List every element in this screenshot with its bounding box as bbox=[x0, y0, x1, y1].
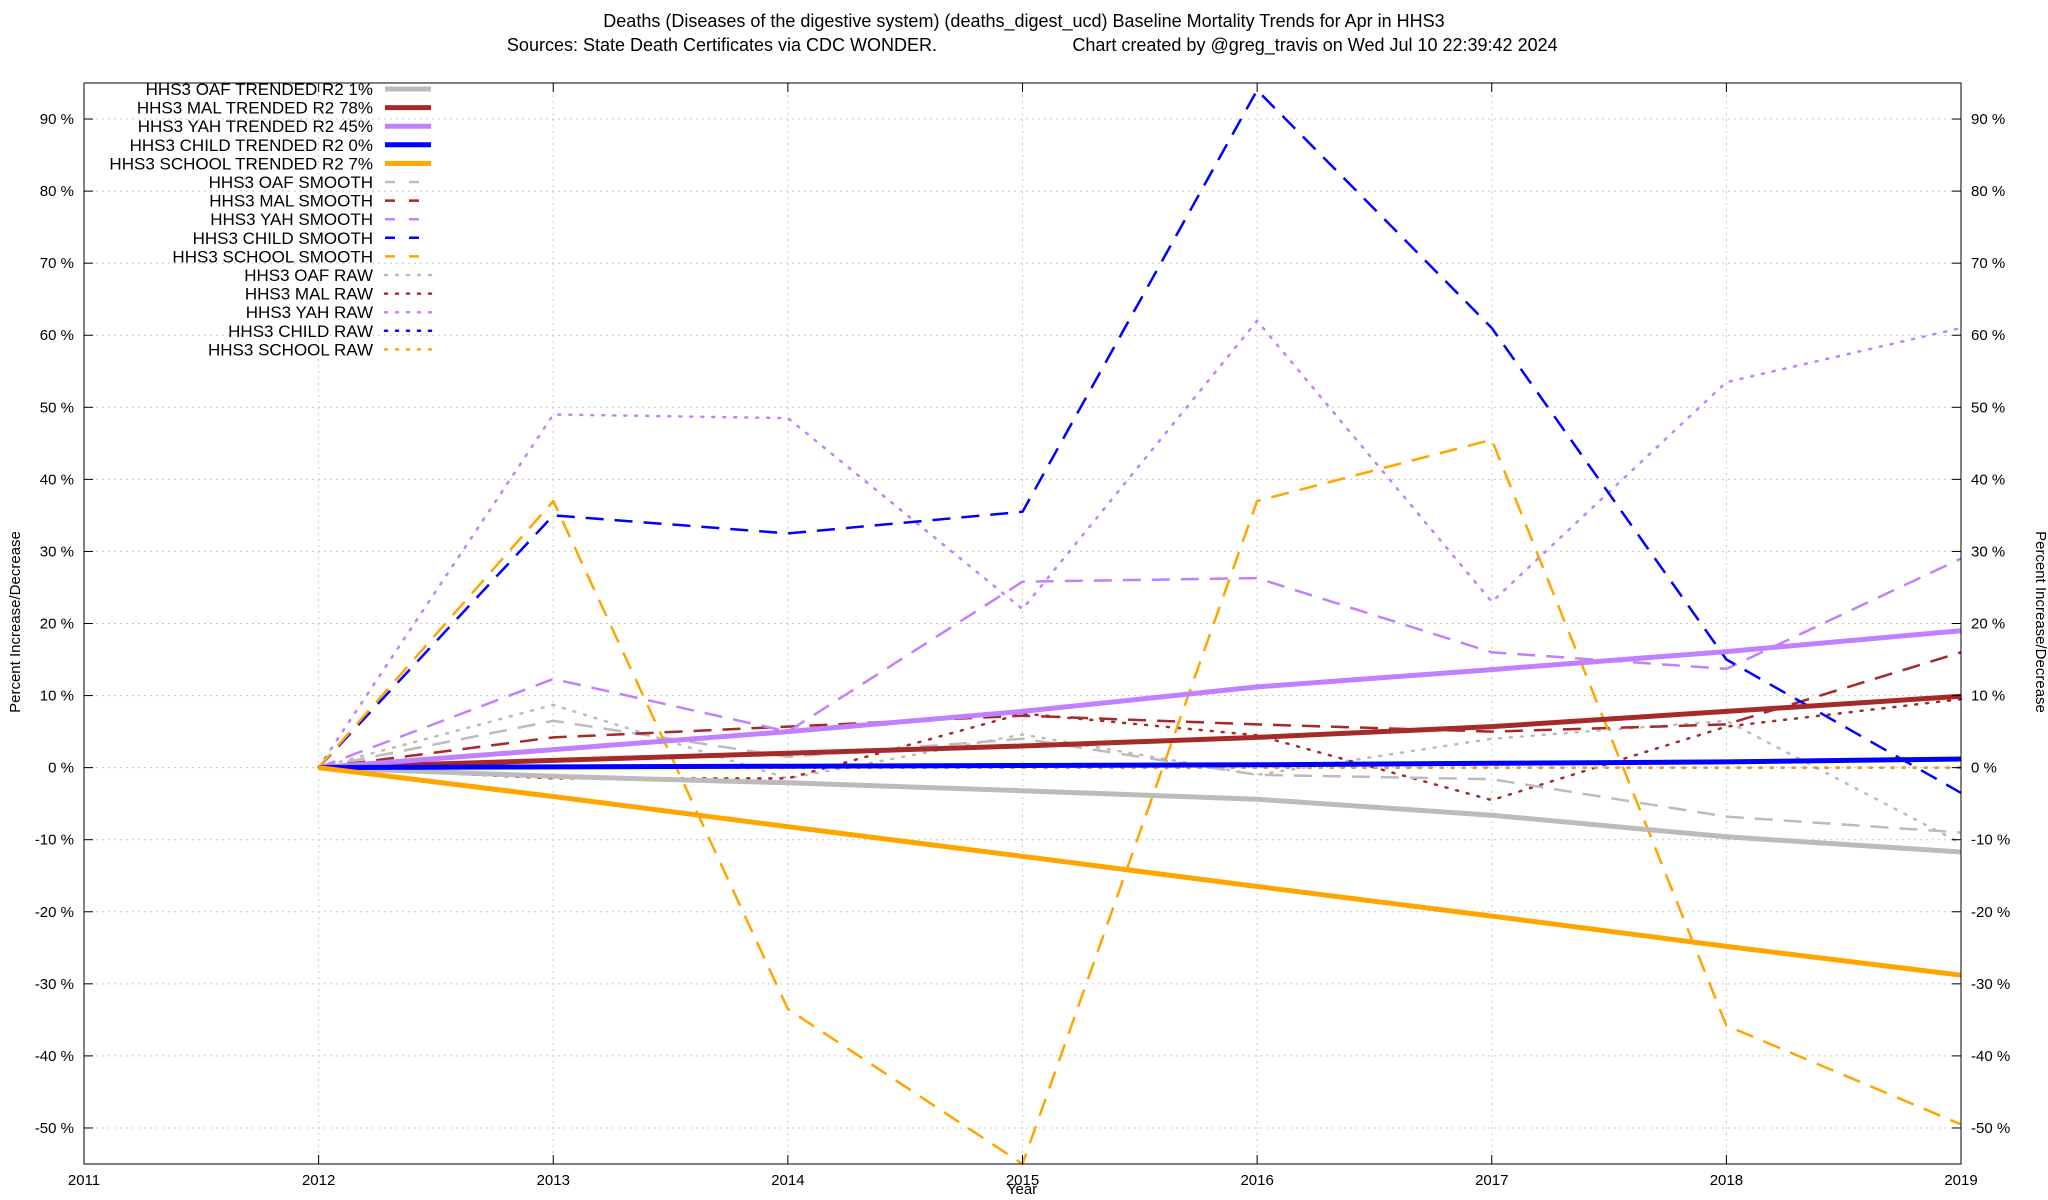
y-tick-label-right: 60 % bbox=[1971, 327, 2005, 344]
x-tick-label: 2013 bbox=[537, 1172, 570, 1189]
series-line-hhs3-oaf-trended-r2 bbox=[318, 765, 1962, 855]
y-tick-label-left: -10 % bbox=[35, 832, 74, 849]
y-tick-label-left: 80 % bbox=[40, 183, 74, 200]
chart-subtitle-sources: Sources: State Death Certificates via CD… bbox=[507, 35, 937, 55]
x-tick-label: 2017 bbox=[1475, 1172, 1508, 1189]
x-tick-label: 2019 bbox=[1944, 1172, 1977, 1189]
legend-label: HHS3 OAF RAW bbox=[244, 266, 373, 285]
x-tick-label: 2018 bbox=[1710, 1172, 1743, 1189]
y-tick-label-right: -50 % bbox=[1971, 1120, 2010, 1137]
y-tick-label-left: 60 % bbox=[40, 327, 74, 344]
y-tick-label-right: 30 % bbox=[1971, 543, 2005, 560]
x-axis-label: Year bbox=[1007, 1181, 1037, 1198]
series-line-hhs3-mal-trended-r2 bbox=[318, 693, 1962, 771]
legend-label: HHS3 OAF TRENDED R2 1% bbox=[146, 80, 373, 99]
legend-label: HHS3 SCHOOL TRENDED R2 7% bbox=[109, 154, 373, 173]
legend-label: HHS3 SCHOOL SMOOTH bbox=[172, 247, 373, 266]
y-tick-label-left: 40 % bbox=[40, 471, 74, 488]
x-tick-label: 2015 bbox=[1006, 1172, 1039, 1189]
y-tick-label-left: -20 % bbox=[35, 904, 74, 921]
series-lines bbox=[317, 88, 1963, 1166]
series-line-hhs3-mal-smooth bbox=[318, 651, 1962, 769]
y-tick-label-right: -40 % bbox=[1971, 1048, 2010, 1065]
y-tick-label-right: -20 % bbox=[1971, 904, 2010, 921]
series-line-hhs3-yah-trended-r2 bbox=[318, 628, 1962, 771]
y-tick-label-left: -30 % bbox=[35, 976, 74, 993]
y-tick-label-left: 90 % bbox=[40, 111, 74, 128]
y-tick-label-left: 50 % bbox=[40, 399, 74, 416]
y-tick-label-right: 80 % bbox=[1971, 183, 2005, 200]
chart-title: Deaths (Diseases of the digestive system… bbox=[603, 11, 1444, 32]
y-tick-label-left: -50 % bbox=[35, 1120, 74, 1137]
y-tick-label-left: -40 % bbox=[35, 1048, 74, 1065]
legend-label: HHS3 YAH TRENDED R2 45% bbox=[138, 117, 373, 136]
chart-subtitle-credit: Chart created by @greg_travis on Wed Jul… bbox=[1072, 35, 1557, 56]
y-tick-label-left: 30 % bbox=[40, 543, 74, 560]
y-tick-label-left: 20 % bbox=[40, 616, 74, 633]
series-line-hhs3-yah-raw bbox=[317, 319, 1963, 769]
series-line-hhs3-oaf-smooth bbox=[318, 719, 1962, 834]
y-tick-label-right: -30 % bbox=[1971, 976, 2010, 993]
y-tick-label-left: 0 % bbox=[48, 760, 74, 777]
y-tick-label-right: 10 % bbox=[1971, 688, 2005, 705]
y-tick-label-right: 50 % bbox=[1971, 399, 2005, 416]
series-line-hhs3-child-smooth bbox=[317, 88, 1962, 794]
y-tick-label-right: 40 % bbox=[1971, 471, 2005, 488]
legend-label: HHS3 MAL SMOOTH bbox=[209, 192, 373, 211]
y-axis-label-left: Percent Increase/Decrease bbox=[7, 531, 24, 713]
series-line-hhs3-yah-smooth bbox=[318, 557, 1962, 769]
legend: HHS3 OAF TRENDED R2 1%HHS3 MAL TRENDED R… bbox=[109, 80, 433, 359]
legend-label: HHS3 SCHOOL RAW bbox=[208, 340, 373, 359]
legend-label: HHS3 CHILD RAW bbox=[228, 322, 373, 341]
series-line-hhs3-child-trended-r2 bbox=[318, 756, 1962, 771]
legend-label: HHS3 CHILD TRENDED R2 0% bbox=[130, 136, 373, 155]
series-line-hhs3-oaf-raw bbox=[317, 703, 1963, 845]
y-tick-label-left: 10 % bbox=[40, 688, 74, 705]
legend-label: HHS3 CHILD SMOOTH bbox=[193, 229, 373, 248]
legend-label: HHS3 MAL TRENDED R2 78% bbox=[137, 99, 373, 118]
series-line-hhs3-school-trended-r2 bbox=[318, 765, 1962, 978]
x-tick-label: 2011 bbox=[68, 1172, 100, 1189]
y-axis-label-right: Percent Increase/Decrease bbox=[2032, 531, 2048, 713]
legend-label: HHS3 YAH SMOOTH bbox=[210, 210, 373, 229]
x-tick-label: 2016 bbox=[1240, 1172, 1273, 1189]
x-tick-label: 2012 bbox=[302, 1172, 335, 1189]
y-tick-label-right: -10 % bbox=[1971, 832, 2010, 849]
legend-label: HHS3 OAF SMOOTH bbox=[209, 173, 373, 192]
y-tick-label-right: 0 % bbox=[1971, 760, 1997, 777]
x-tick-label: 2014 bbox=[771, 1172, 804, 1189]
y-tick-label-right: 70 % bbox=[1971, 255, 2005, 272]
series-line-hhs3-school-smooth bbox=[317, 438, 1962, 1166]
y-tick-label-right: 20 % bbox=[1971, 616, 2005, 633]
legend-label: HHS3 YAH RAW bbox=[246, 303, 373, 322]
y-tick-label-right: 90 % bbox=[1971, 111, 2005, 128]
legend-label: HHS3 MAL RAW bbox=[245, 285, 373, 304]
axis-ticks: 2011 2012 2013 2014 2015 2016 2017 2018 2019 -50 … bbox=[35, 83, 2010, 1189]
y-tick-label-left: 70 % bbox=[40, 255, 74, 272]
